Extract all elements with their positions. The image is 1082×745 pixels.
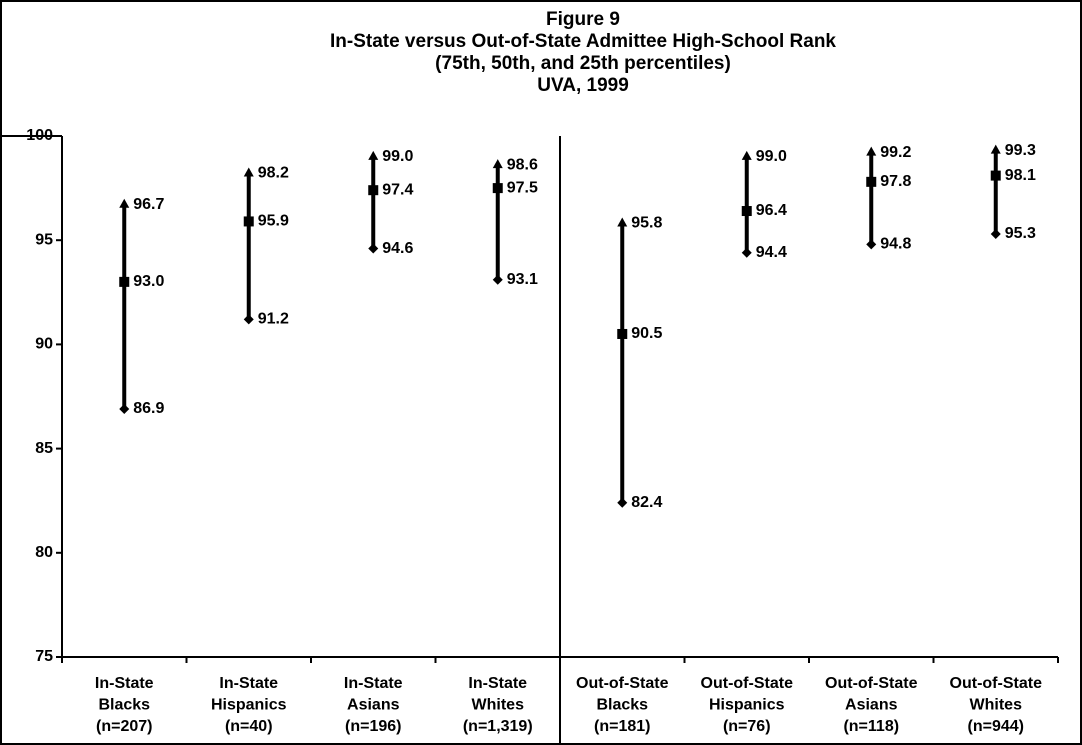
x-tick-label: (n=40) xyxy=(225,718,273,735)
high-label: 99.3 xyxy=(1005,142,1036,159)
mid-label: 90.5 xyxy=(631,325,662,342)
high-marker xyxy=(119,198,130,208)
x-tick-label: (n=76) xyxy=(723,718,771,735)
mid-marker xyxy=(119,276,130,287)
low-marker xyxy=(990,228,1001,239)
high-marker xyxy=(617,217,628,227)
x-tick-label: Out-of-State xyxy=(825,675,918,692)
low-label: 94.6 xyxy=(382,240,413,257)
mid-marker xyxy=(368,185,379,196)
y-tick-label: 95 xyxy=(35,231,53,248)
x-tick-label: In-State xyxy=(95,675,154,692)
x-tick-label: Out-of-State xyxy=(701,675,794,692)
x-tick-label: Hispanics xyxy=(709,697,785,714)
chart-title: UVA, 1999 xyxy=(537,75,629,96)
high-marker xyxy=(492,159,503,169)
low-label: 94.8 xyxy=(880,236,911,253)
mid-marker xyxy=(741,206,752,217)
x-tick-label: Whites xyxy=(472,697,525,714)
mid-label: 96.4 xyxy=(756,202,787,219)
mid-label: 97.4 xyxy=(382,181,413,198)
low-label: 94.4 xyxy=(756,244,787,261)
low-label: 93.1 xyxy=(507,271,538,288)
high-label: 99.0 xyxy=(756,148,787,165)
mid-marker xyxy=(243,216,254,227)
mid-label: 95.9 xyxy=(258,213,289,230)
y-tick-label: 100 xyxy=(26,127,53,144)
y-tick-label: 85 xyxy=(35,440,53,457)
x-tick-label: (n=196) xyxy=(345,718,401,735)
mid-label: 93.0 xyxy=(133,273,164,290)
y-tick-label: 80 xyxy=(35,544,53,561)
chart-title: (75th, 50th, and 25th percentiles) xyxy=(435,53,731,74)
high-label: 96.7 xyxy=(133,196,164,213)
x-tick-label: (n=207) xyxy=(96,718,152,735)
high-label: 98.2 xyxy=(258,165,289,182)
x-tick-label: (n=118) xyxy=(843,718,899,735)
x-tick-label: In-State xyxy=(219,675,278,692)
mid-marker xyxy=(492,183,503,194)
high-label: 98.6 xyxy=(507,156,538,173)
mid-marker xyxy=(617,328,628,339)
low-label: 86.9 xyxy=(133,400,164,417)
low-label: 82.4 xyxy=(631,494,662,511)
low-marker xyxy=(243,314,254,325)
high-marker xyxy=(866,146,877,156)
x-tick-label: Blacks xyxy=(596,697,648,714)
mid-label: 97.5 xyxy=(507,179,538,196)
x-tick-label: Blacks xyxy=(98,697,150,714)
high-marker xyxy=(368,150,379,160)
x-tick-label: (n=944) xyxy=(968,718,1024,735)
low-marker xyxy=(741,247,752,258)
y-tick-label: 75 xyxy=(35,648,53,665)
mid-marker xyxy=(990,170,1001,181)
chart-title: In-State versus Out-of-State Admittee Hi… xyxy=(330,31,836,52)
x-tick-label: In-State xyxy=(468,675,527,692)
low-marker xyxy=(492,274,503,285)
x-tick-label: (n=1,319) xyxy=(463,718,533,735)
high-label: 99.0 xyxy=(382,148,413,165)
low-label: 91.2 xyxy=(258,311,289,328)
high-marker xyxy=(243,167,254,177)
high-marker xyxy=(990,144,1001,154)
x-tick-label: Asians xyxy=(845,697,898,714)
mid-label: 98.1 xyxy=(1005,167,1036,184)
high-label: 95.8 xyxy=(631,215,662,232)
high-marker xyxy=(741,150,752,160)
x-tick-label: Hispanics xyxy=(211,697,287,714)
x-tick-label: Asians xyxy=(347,697,400,714)
mid-marker xyxy=(866,176,877,187)
high-label: 99.2 xyxy=(880,144,911,161)
x-tick-label: Out-of-State xyxy=(950,675,1043,692)
x-tick-label: Out-of-State xyxy=(576,675,669,692)
x-tick-label: In-State xyxy=(344,675,403,692)
mid-label: 97.8 xyxy=(880,173,911,190)
low-label: 95.3 xyxy=(1005,225,1036,242)
y-tick-label: 90 xyxy=(35,336,53,353)
low-marker xyxy=(617,497,628,508)
low-marker xyxy=(866,239,877,250)
low-marker xyxy=(368,243,379,254)
x-tick-label: (n=181) xyxy=(594,718,650,735)
x-tick-label: Whites xyxy=(970,697,1023,714)
low-marker xyxy=(119,404,130,415)
chart-title: Figure 9 xyxy=(546,9,620,30)
